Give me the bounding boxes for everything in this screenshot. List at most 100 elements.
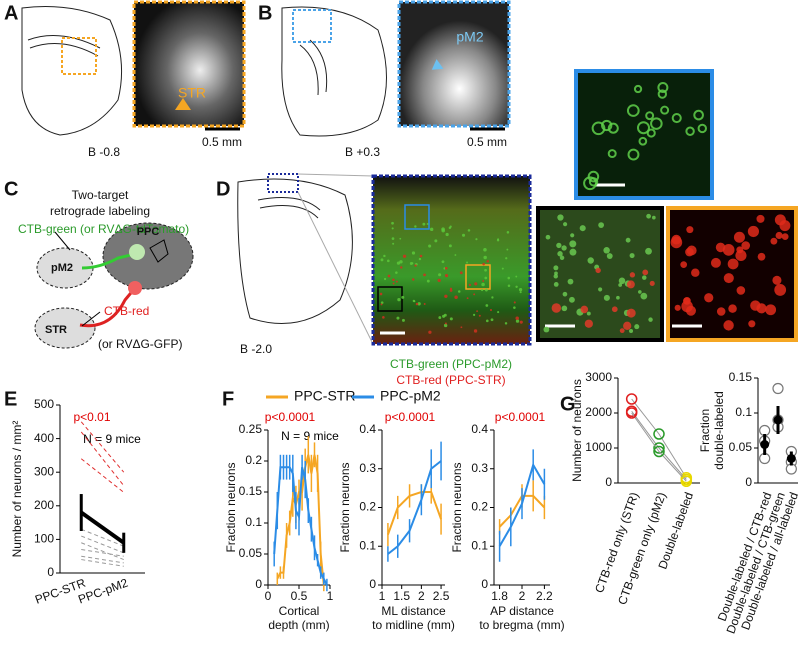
cell [728,304,737,313]
cell [437,278,441,283]
cell [618,283,623,287]
cell [681,300,693,313]
cell [775,231,783,240]
cell [556,242,562,249]
subject-line [81,535,124,554]
y-tick-label: 0.05 [729,440,753,454]
cell [476,310,479,313]
cell [603,247,610,254]
cell [383,277,387,281]
region-label: STR [45,324,67,336]
cell [428,244,432,248]
cell [629,272,636,278]
cell [434,239,438,243]
cell [380,258,384,262]
cell [623,321,632,330]
axon [81,252,136,270]
cell [484,276,488,280]
cell [418,257,422,261]
subject-point [680,475,693,487]
cell [750,300,761,311]
cell [741,241,751,250]
cell [569,240,577,248]
subject-line [80,458,125,493]
cell [638,290,642,294]
brain-outline [281,6,387,137]
cell [765,304,777,316]
y-tick-label: 0.1 [735,405,752,419]
cell [496,239,500,242]
cell [506,231,510,234]
cell [727,258,739,270]
cell [444,294,448,298]
inset-box [267,173,299,193]
cell [402,254,407,258]
cell [670,236,683,249]
inset-box [292,9,332,43]
cell [391,227,394,230]
cell [426,279,430,283]
cell [583,176,597,191]
cell [396,316,400,320]
cell [506,248,509,251]
subject-line [631,412,687,482]
cell [685,126,695,136]
subject-line [631,410,687,480]
cell [513,301,516,304]
cell [598,222,605,228]
cell [774,284,787,296]
x-tick-label: 1 [379,589,386,603]
subject-point [772,382,784,395]
cell [507,276,511,280]
cell [686,245,697,256]
cell [505,257,508,260]
cell [640,292,648,300]
cell [710,257,721,268]
cell [587,257,594,264]
cell [449,317,453,321]
cell [414,225,417,228]
cell [460,326,463,329]
cell [629,328,634,333]
cell [428,330,432,334]
cell [443,323,448,328]
inset-box [465,264,491,290]
cell [402,318,405,322]
stain-label: CTB-red (PPC-STR) [396,373,505,387]
cell [723,320,734,331]
brain-outline [21,6,123,136]
cell [723,273,734,284]
cell [567,278,574,285]
cell [595,267,601,274]
y-axis-label: Fraction neurons [338,462,352,552]
mean-marker [760,440,770,449]
y-tick-label: 0.1 [359,538,376,552]
subject-point [625,407,638,419]
cell [626,104,640,117]
cell [468,283,472,287]
scale-label: 0.5 mm [467,135,507,149]
cell [482,262,485,266]
cell [515,316,519,321]
cell [627,148,640,161]
annotation: p<0.0001 [495,410,546,424]
cell [561,305,568,312]
cell [638,136,648,146]
cell [472,313,476,317]
cell [478,314,481,317]
y-tick-label: 0 [745,475,752,489]
y-tick-label: 0.2 [359,500,376,514]
cell [716,307,726,316]
pipette [81,311,101,327]
bregma-label: B +0.3 [345,145,380,159]
y-tick-label: 0.1 [245,515,262,529]
cell [671,112,682,124]
y-tick-label: 0.15 [729,370,753,384]
cell [579,225,586,232]
subject-point [653,442,665,454]
y-tick-label: 0.4 [359,422,376,436]
y-axis-label: double-labeled [712,391,726,470]
cell [484,288,488,292]
cell [399,260,403,264]
